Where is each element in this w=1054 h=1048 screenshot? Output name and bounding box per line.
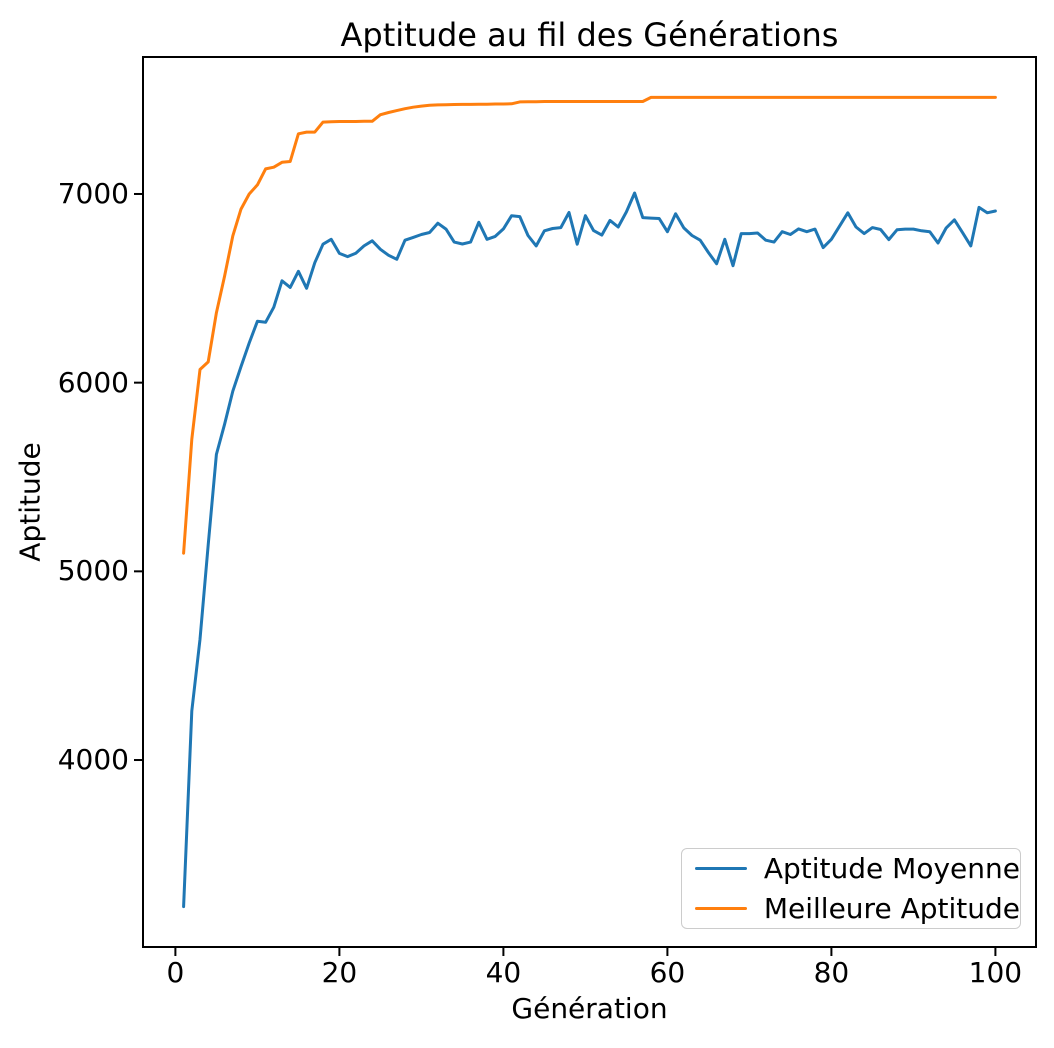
axes-frame [142, 56, 1037, 948]
legend-line-swatch-orange [695, 906, 747, 910]
line-meilleure-aptitude [182, 95, 997, 555]
x-tick-label: 60 [649, 956, 686, 989]
y-axis-label: Aptitude [13, 442, 47, 562]
legend-item-aptitude-moyenne: Aptitude Moyenne [682, 849, 1020, 889]
legend-label: Meilleure Aptitude [763, 891, 1020, 925]
x-tick-label: 80 [813, 956, 850, 989]
x-axis-label: Génération [511, 992, 668, 1025]
y-tick-label: 4000 [57, 743, 129, 777]
x-tick-label: 0 [166, 956, 185, 989]
y-tick-label: 7000 [57, 176, 129, 210]
legend-label: Aptitude Moyenne [763, 852, 1020, 886]
line-aptitude-moyenne [182, 191, 997, 909]
y-tick-label: 6000 [57, 365, 129, 399]
y-tick-label: 5000 [57, 554, 129, 588]
x-tick-label: 20 [321, 956, 358, 989]
x-tick-label: 100 [968, 956, 1023, 989]
legend-line-swatch-blue [695, 867, 747, 871]
legend-item-meilleure-aptitude: Meilleure Aptitude [682, 889, 1020, 929]
x-tick-label: 40 [485, 956, 522, 989]
legend: Aptitude Moyenne Meilleure Aptitude [681, 848, 1021, 929]
chart-title: Aptitude au fil des Générations [340, 16, 839, 54]
